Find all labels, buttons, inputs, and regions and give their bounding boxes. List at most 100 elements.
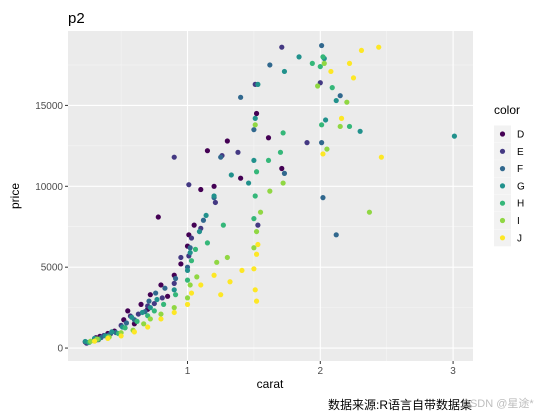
data-point-D — [238, 175, 244, 181]
data-point-I — [141, 321, 147, 327]
legend-marker-H — [499, 200, 506, 206]
data-point-J — [91, 338, 98, 344]
legend-marker-E — [499, 148, 506, 154]
plot-panel — [68, 31, 473, 361]
data-point-I — [147, 316, 153, 322]
data-point-G — [139, 309, 145, 316]
data-point-G — [147, 305, 153, 311]
x-tick-label: 1 — [185, 366, 191, 377]
data-point-I — [344, 99, 350, 105]
data-point-D — [164, 293, 171, 299]
data-point-F — [281, 170, 288, 176]
data-point-D — [138, 301, 144, 307]
data-point-J — [184, 301, 191, 307]
data-point-I — [337, 123, 343, 130]
data-point-E — [171, 154, 177, 160]
data-point-F — [238, 94, 244, 100]
data-point-J — [320, 151, 326, 157]
data-point-J — [145, 324, 151, 330]
data-point-G — [281, 68, 288, 75]
data-point-J — [346, 60, 353, 66]
data-point-E — [304, 140, 310, 146]
data-point-D — [191, 222, 197, 228]
data-point-G — [109, 329, 115, 335]
data-point-G — [228, 172, 234, 178]
data-point-G — [196, 228, 203, 235]
data-point-I — [315, 83, 321, 89]
watermark: CSDN @星途* — [462, 398, 534, 410]
data-point-H — [192, 246, 199, 252]
data-point-I — [253, 228, 260, 235]
data-point-J — [378, 154, 384, 160]
data-point-J — [118, 333, 124, 339]
grid-major — [68, 31, 473, 361]
data-point-G — [451, 133, 458, 139]
data-point-G — [187, 250, 193, 256]
data-point-D — [125, 308, 131, 314]
data-point-G — [357, 128, 363, 134]
data-point-J — [253, 251, 260, 257]
data-point-G — [154, 296, 160, 303]
data-point-I — [184, 295, 191, 301]
legend-label-G: G — [517, 181, 525, 192]
data-point-H — [204, 240, 211, 246]
data-point-H — [134, 318, 140, 324]
data-point-J — [251, 266, 257, 272]
data-point-F — [218, 154, 224, 160]
legend-marker-I — [499, 217, 506, 224]
data-point-J — [171, 309, 177, 316]
data-point-E — [135, 311, 141, 317]
data-point-J — [131, 329, 137, 335]
data-point-H — [220, 222, 226, 228]
data-point-J — [211, 272, 217, 278]
data-point-J — [239, 267, 245, 274]
data-point-D — [155, 214, 161, 220]
data-point-I — [324, 146, 330, 152]
data-point-H — [320, 54, 326, 60]
data-point-H — [188, 258, 195, 264]
data-point-D — [253, 110, 260, 117]
data-point-J — [188, 290, 195, 296]
data-point-G — [129, 314, 135, 320]
data-point-D — [204, 148, 211, 154]
data-point-J — [105, 335, 111, 341]
data-point-I — [224, 254, 230, 261]
data-source-caption: 数据来源:R语言自带数据集 — [328, 398, 473, 412]
data-point-G — [251, 157, 257, 164]
data-point-I — [87, 338, 94, 344]
data-point-I — [251, 245, 257, 251]
data-point-J — [218, 292, 224, 298]
data-point-H — [151, 308, 157, 314]
data-point-G — [184, 267, 191, 274]
data-point-F — [319, 140, 325, 146]
data-point-F — [146, 298, 152, 304]
data-point-J — [252, 287, 258, 293]
data-point-F — [251, 127, 257, 133]
x-tick-label: 2 — [318, 366, 324, 377]
data-point-F — [333, 232, 339, 238]
data-point-D — [158, 282, 164, 288]
y-tick-label: 0 — [57, 344, 63, 355]
data-point-J — [328, 68, 334, 75]
data-point-D — [147, 292, 153, 298]
legend-label-H: H — [517, 199, 524, 210]
data-point-G — [255, 81, 261, 87]
data-point-D — [265, 135, 272, 141]
data-point-E — [178, 254, 184, 261]
data-point-G — [323, 117, 329, 123]
data-point-F — [337, 93, 343, 99]
y-tick-label: 10000 — [35, 182, 63, 193]
x-axis: 1 2 3 — [185, 361, 456, 377]
data-point-G — [296, 54, 302, 60]
data-point-F — [267, 62, 273, 68]
data-point-E — [188, 235, 195, 241]
data-points — [82, 42, 458, 346]
data-point-J — [338, 115, 345, 121]
data-point-I — [187, 282, 193, 288]
data-point-D — [211, 183, 217, 189]
data-point-I — [366, 209, 373, 215]
data-point-G — [211, 193, 217, 199]
data-point-F — [162, 285, 168, 291]
